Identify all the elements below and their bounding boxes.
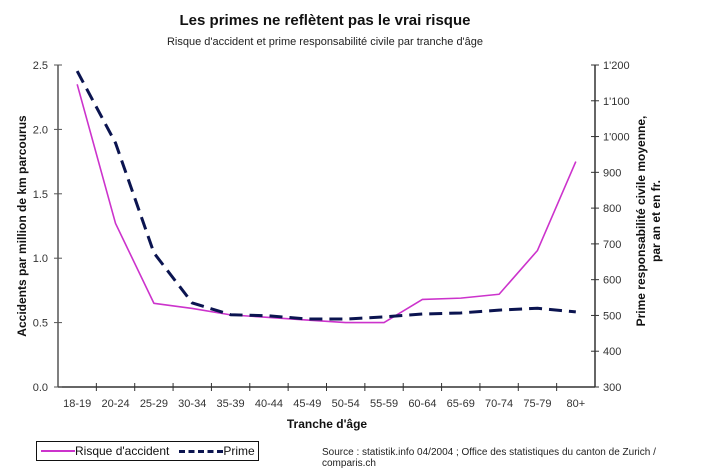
y2-tick-label: 800: [603, 203, 621, 215]
legend-item-risk: Risque d'accident: [37, 444, 169, 458]
chart-subtitle: Risque d'accident et prime responsabilit…: [166, 36, 484, 48]
y2-tick-label: 1'100: [603, 96, 630, 108]
x-tick-label: 35-39: [217, 398, 245, 410]
y2-tick-label: 1'000: [603, 132, 630, 144]
y2-axis-title-line1: Prime responsabilité civile moyenne,: [634, 116, 648, 327]
y-tick-label: 0.5: [33, 318, 48, 330]
y-tick-label: 2.5: [33, 60, 48, 72]
x-tick-label: 40-44: [255, 398, 283, 410]
y2-axis-title-line2: par an et en fr.: [649, 180, 663, 262]
x-tick-label: 50-54: [332, 398, 360, 410]
source-note: Source : statistik.info 04/2004 ; Office…: [322, 447, 656, 469]
y2-tick-label: 700: [603, 239, 621, 251]
y2-tick-label: 500: [603, 310, 621, 322]
x-tick-label: 65-69: [447, 398, 475, 410]
y-tick-label: 1.5: [33, 189, 48, 201]
chart-title: Les primes ne reflètent pas le vrai risq…: [179, 12, 471, 29]
x-tick-label: 20-24: [101, 398, 129, 410]
y2-tick-label: 300: [603, 382, 621, 394]
y-axis-title: Accidents par million de km parcourus: [15, 115, 29, 337]
legend-swatch-prime: [179, 449, 224, 453]
x-tick-label: 70-74: [485, 398, 513, 410]
y-tick-label: 0.0: [33, 382, 48, 394]
y2-tick-label: 600: [603, 275, 621, 287]
y2-tick-label: 900: [603, 167, 621, 179]
x-tick-label: 25-29: [140, 398, 168, 410]
series-line-prime: [75, 70, 576, 321]
y2-tick-label: 1'200: [603, 60, 630, 72]
legend: Risque d'accident Prime: [36, 441, 259, 461]
series-line-risque: [76, 84, 577, 324]
y-tick-label: 2.0: [33, 124, 48, 136]
x-tick-label: 80+: [566, 398, 585, 410]
y2-tick-label: 400: [603, 346, 621, 358]
x-axis-title: Tranche d'âge: [287, 417, 368, 431]
y-tick-label: 1.0: [33, 253, 48, 265]
x-tick-label: 55-59: [370, 398, 398, 410]
x-tick-label: 60-64: [408, 398, 436, 410]
legend-label-risk: Risque d'accident: [75, 444, 170, 458]
legend-swatch-risk: [41, 450, 75, 452]
legend-label-prime: Prime: [223, 444, 255, 458]
x-tick-label: 45-49: [293, 398, 321, 410]
x-tick-label: 30-34: [178, 398, 206, 410]
x-tick-label: 75-79: [523, 398, 551, 410]
legend-item-prime: Prime: [169, 444, 255, 458]
x-tick-label: 18-19: [63, 398, 91, 410]
